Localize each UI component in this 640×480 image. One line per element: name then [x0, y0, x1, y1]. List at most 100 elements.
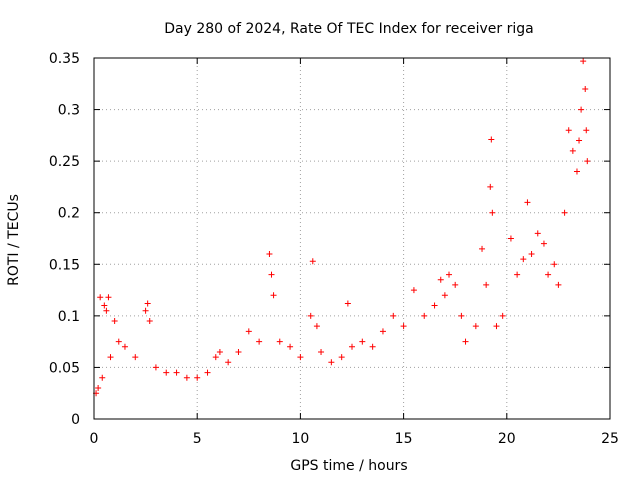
- data-point: [235, 348, 242, 355]
- data-point: [437, 276, 444, 283]
- data-point: [565, 127, 572, 134]
- data-point: [576, 137, 583, 144]
- y-tick-label: 0.25: [49, 154, 80, 170]
- grid-lines: [94, 58, 610, 419]
- data-point: [580, 58, 587, 65]
- x-tick-label: 10: [291, 431, 309, 447]
- chart-title: Day 280 of 2024, Rate Of TEC Index for r…: [164, 21, 533, 37]
- data-point: [545, 271, 552, 278]
- data-point: [142, 307, 149, 314]
- data-point: [194, 374, 201, 381]
- data-point: [256, 338, 263, 345]
- data-point: [204, 369, 211, 376]
- y-tick-label: 0.35: [49, 51, 80, 67]
- data-point: [313, 323, 320, 330]
- data-point: [555, 281, 562, 288]
- data-point: [359, 338, 366, 345]
- data-point: [462, 338, 469, 345]
- data-point: [441, 292, 448, 299]
- data-point: [534, 230, 541, 237]
- y-tick-label: 0: [71, 412, 80, 428]
- data-point: [270, 292, 277, 299]
- y-axis-label: ROTI / TECUs: [6, 194, 22, 286]
- data-point: [276, 338, 283, 345]
- data-point: [268, 271, 275, 278]
- data-point: [524, 199, 531, 206]
- data-point: [287, 343, 294, 350]
- data-point: [328, 359, 335, 366]
- data-point: [483, 281, 490, 288]
- data-point: [97, 294, 104, 301]
- data-point: [487, 183, 494, 190]
- data-point: [458, 312, 465, 319]
- data-point: [107, 354, 114, 361]
- data-point: [369, 343, 376, 350]
- data-point: [582, 85, 589, 92]
- data-point: [583, 127, 590, 134]
- data-point: [507, 235, 514, 242]
- data-point: [212, 354, 219, 361]
- y-tick-label: 0.3: [58, 103, 80, 119]
- data-point: [338, 354, 345, 361]
- plot-frame: [93, 57, 611, 420]
- data-point: [115, 338, 122, 345]
- data-point: [163, 369, 170, 376]
- data-point: [173, 369, 180, 376]
- data-point: [146, 318, 153, 325]
- data-points: [93, 58, 591, 397]
- data-point: [551, 261, 558, 268]
- data-point: [95, 385, 102, 392]
- data-point: [499, 312, 506, 319]
- data-point: [101, 302, 108, 309]
- data-point: [561, 209, 568, 216]
- data-point: [307, 312, 314, 319]
- y-tick-label: 0.05: [49, 360, 80, 376]
- data-point: [578, 106, 585, 113]
- data-point: [520, 256, 527, 263]
- x-tick-label: 25: [601, 431, 619, 447]
- y-tick-label: 0.15: [49, 257, 80, 273]
- data-point: [431, 302, 438, 309]
- data-point: [132, 354, 139, 361]
- data-point: [493, 323, 500, 330]
- y-tick-label: 0.2: [58, 206, 80, 222]
- x-tick-label: 5: [193, 431, 202, 447]
- data-point: [540, 240, 547, 247]
- data-point: [103, 307, 110, 314]
- data-point: [489, 209, 496, 216]
- data-point: [105, 294, 112, 301]
- data-point: [488, 136, 495, 143]
- data-point: [472, 323, 479, 330]
- data-point: [309, 258, 316, 265]
- data-point: [225, 359, 232, 366]
- data-point: [573, 168, 580, 175]
- data-point: [245, 328, 252, 335]
- data-point: [99, 374, 106, 381]
- data-point: [584, 158, 591, 165]
- data-point: [183, 374, 190, 381]
- data-point: [452, 281, 459, 288]
- y-tick-label: 0.1: [58, 309, 80, 325]
- data-point: [216, 348, 223, 355]
- axis-ticks: 0 5 10 15 20 25 0 0.05 0.1 0.15 0.2 0.25 0.3 0.35: [49, 51, 619, 447]
- data-point: [152, 364, 159, 371]
- data-point: [297, 354, 304, 361]
- x-axis-label: GPS time / hours: [290, 458, 407, 474]
- data-point: [528, 250, 535, 257]
- data-point: [410, 287, 417, 294]
- x-tick-label: 20: [498, 431, 516, 447]
- data-point: [266, 250, 273, 257]
- data-point: [479, 245, 486, 252]
- data-point: [344, 300, 351, 307]
- x-tick-label: 0: [90, 431, 99, 447]
- data-point: [144, 300, 151, 307]
- data-point: [421, 312, 428, 319]
- data-point: [349, 343, 355, 350]
- data-point: [121, 343, 128, 350]
- data-point: [400, 323, 407, 330]
- x-tick-label: 15: [395, 431, 413, 447]
- data-point: [446, 271, 453, 278]
- data-point: [514, 271, 521, 278]
- data-point: [318, 348, 325, 355]
